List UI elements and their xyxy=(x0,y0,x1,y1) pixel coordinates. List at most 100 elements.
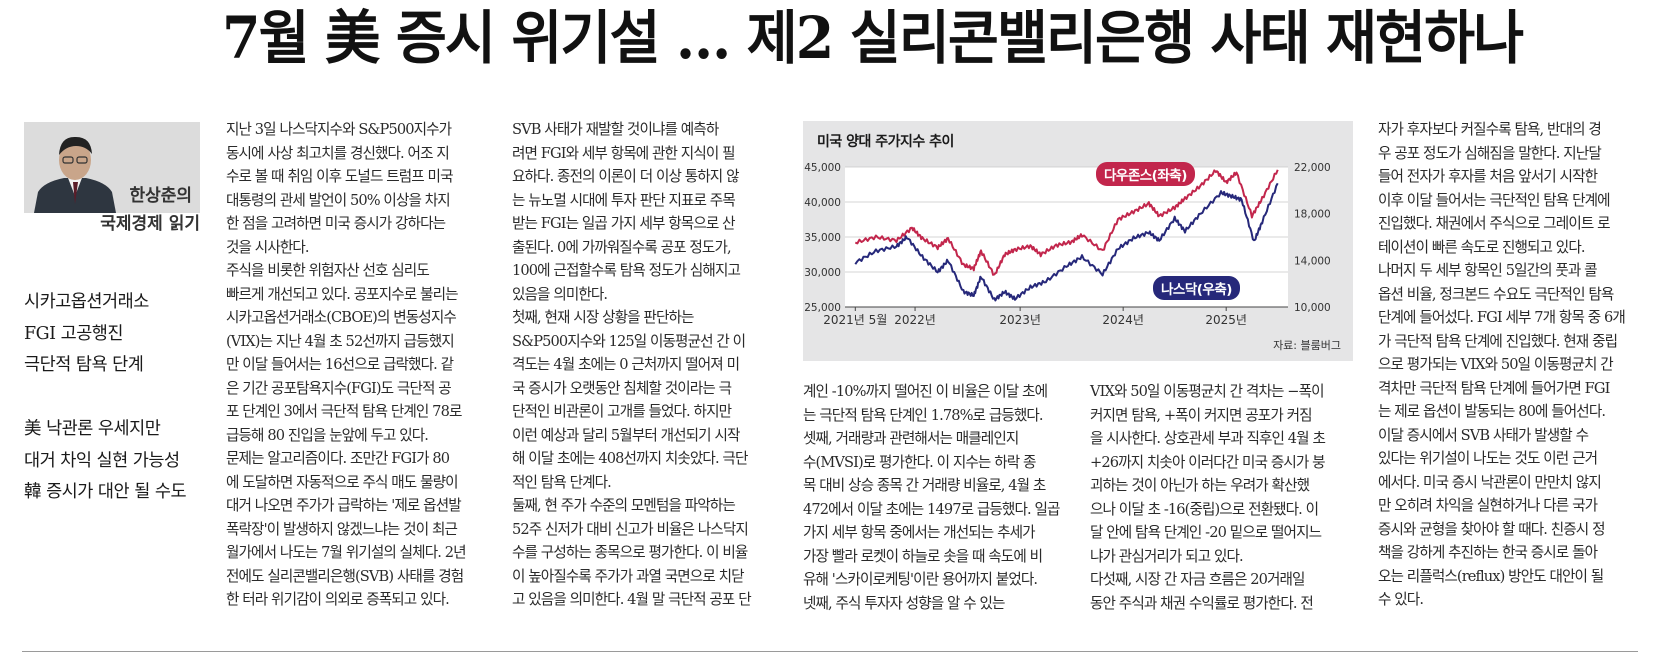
body-line: 냐가 관심거리가 되고 있다. xyxy=(1090,547,1244,565)
body-line: 가장 빨라 로켓이 하늘로 솟을 때 속도에 비 xyxy=(803,547,1043,565)
right-tick-label: 10,000 xyxy=(1294,302,1331,314)
body-line: 52주 신저가 대비 신고가 비율은 나스닥지 xyxy=(512,520,749,538)
body-line: 대거 나오면 주가가 급락하는 '제로 옵션발 xyxy=(226,497,462,514)
body-line: 가지 세부 항목 중에서는 개선되는 추세가 xyxy=(803,524,1036,541)
body-line: 수 있다. xyxy=(1378,591,1424,608)
body-line: 달 안에 탐욕 단계인 -20 밑으로 떨어지느 xyxy=(1090,524,1322,541)
headline: 7월 美 증시 위기설 … 제2 실리콘밸리은행 사태 재현하나 xyxy=(222,4,1524,72)
body-line: 에서다. 미국 증시 낙관론이 만만치 않지 xyxy=(1378,473,1602,491)
body-line: 이후 이달 들어서는 극단적인 탐욕 단계에 xyxy=(1378,191,1611,209)
body-line: VIX와 50일 이동평균치 간 격차는 −폭이 xyxy=(1090,383,1325,400)
body-line: +26까지 치솟아 이러다간 미국 증시가 붕 xyxy=(1090,453,1326,471)
chart-title: 미국 양대 주가지수 추이 xyxy=(817,134,954,150)
body-line: 증시와 균형을 찾아야 할 때다. 친증시 정 xyxy=(1378,520,1606,538)
left-tick-label: 30,000 xyxy=(804,267,841,279)
body-line: 려면 FGI와 세부 항목에 관한 지식이 필 xyxy=(512,144,736,162)
body-line: 커지면 탐욕, +폭이 커지면 공포가 커짐 xyxy=(1090,406,1313,424)
x-tick-label: 2024년 xyxy=(1102,313,1144,327)
body-line: 둘째, 현 주가 수준의 모멘텀을 파악하는 xyxy=(512,497,736,514)
subhead-line: FGI 고공행진 xyxy=(24,323,124,344)
left-tick-label: 40,000 xyxy=(804,197,841,209)
body-line: 있다는 위기설이 나도는 것도 이런 근거 xyxy=(1378,450,1598,467)
stock-index-chart: 미국 양대 주가지수 추이 45,000 40,000 35,000 30,000 25… xyxy=(803,121,1353,361)
body-line: 월가에서 나도는 7월 위기설의 실체다. 2년 xyxy=(226,544,467,561)
body-line: 적인 탐욕 단계다. xyxy=(512,473,612,491)
body-line: 가 극단적 탐욕 단계에 진입했다. 현재 중립 xyxy=(1378,332,1618,350)
body-line: 단적인 비관론이 고개를 들었다. 하지만 xyxy=(512,403,732,420)
body-line: 472에서 이달 초에는 1497로 급등했다. 일곱 xyxy=(803,500,1060,518)
body-line: 괴하는 것이 아닌가 하는 우려가 확산했 xyxy=(1090,477,1310,494)
body-line: 받는 FGI는 일곱 가지 세부 항목으로 산 xyxy=(512,215,736,232)
right-tick-label: 18,000 xyxy=(1294,209,1331,221)
body-line: 급등해 80 진입을 눈앞에 두고 있다. xyxy=(226,426,429,444)
body-line: 을 시사한다. 상호관세 부과 직후인 4월 초 xyxy=(1090,430,1326,447)
x-tick-label: 2025년 xyxy=(1205,313,1247,327)
dow-jones-line xyxy=(854,169,1279,276)
left-tick-label: 45,000 xyxy=(804,162,841,174)
body-line: 한 점을 고려하면 미국 증시가 강하다는 xyxy=(226,215,446,232)
body-line: 수로 볼 때 취임 이후 도널드 트럼프 미국 xyxy=(226,168,454,185)
body-line: 전에도 실리콘밸리은행(SVB) 사태를 경험 xyxy=(226,567,464,585)
legend-dow-label: 다우존스(좌축) xyxy=(1096,162,1195,186)
body-line: 우 공포 정도가 심해짐을 말한다. 지난달 xyxy=(1378,144,1602,162)
body-line: 격차만 극단적 탐욕 단계에 들어가면 FGI xyxy=(1378,379,1610,397)
body-line: 만 오히려 차익을 실현하거나 다른 국가 xyxy=(1378,497,1598,514)
body-line: 출된다. 0에 가까워질수록 공포 정도가, xyxy=(512,238,732,256)
body-line: 포 단계인 3에서 극단적 탐욕 단계인 78로 xyxy=(226,403,462,420)
body-line: 대통령의 관세 발언이 50% 이상을 차지 xyxy=(226,191,451,209)
body-column-3: 계인 -10%까지 떨어진 이 비율은 이달 초에 는 극단적 탐욕 단계인 1.… xyxy=(803,380,1073,615)
body-line: 동안 주식과 채권 수익률로 평가한다. 전 xyxy=(1090,594,1314,612)
subhead-line: 韓 증시가 대안 될 수도 xyxy=(24,482,187,502)
body-line: 고 있음을 의미한다. 4월 말 극단적 공포 단 xyxy=(512,591,752,608)
body-column-1: 지난 3일 나스닥지수와 S&P500지수가 동시에 사상 최고치를 경신했다. … xyxy=(226,118,496,612)
chart-source: 자료: 블룸버그 xyxy=(1273,339,1341,352)
body-line: 오는 리플럭스(reflux) 방안도 대안이 될 xyxy=(1378,567,1604,585)
body-line: 이런 예상과 달리 5월부터 개선되기 시작 xyxy=(512,426,740,444)
body-line: 폭락장'이 발생하지 않겠느냐는 것이 최근 xyxy=(226,520,458,538)
body-line: 한 터라 위기감이 의외로 증폭되고 있다. xyxy=(226,591,450,608)
right-tick-label: 14,000 xyxy=(1294,255,1331,267)
subhead-line: 美 낙관론 우세지만 xyxy=(24,419,161,439)
columnist-photo-illustration xyxy=(24,122,200,213)
left-tick-label: 25,000 xyxy=(804,302,841,314)
body-line: 국 증시가 오랫동안 침체할 것이라는 극 xyxy=(512,379,732,397)
body-line: 만 이달 들어서는 16선으로 급락했다. 같 xyxy=(226,356,454,373)
body-line: 동시에 사상 최고치를 경신했다. 어조 지 xyxy=(226,144,450,162)
nasdaq-line xyxy=(854,182,1279,302)
x-tick-label: 2022년 xyxy=(894,313,936,327)
subhead-block-1: 시카고옵션거래소 FGI 고공행진 극단적 탐욕 단계 xyxy=(24,287,214,382)
body-line: 테이션이 빠른 속도로 진행되고 있다. xyxy=(1378,238,1585,256)
body-line: 는 뉴노멀 시대에 투자 판단 지표로 주목 xyxy=(512,191,736,209)
x-tick-label: 2023년 xyxy=(999,313,1041,327)
body-line: 빠르게 개선되고 있다. 공포지수로 불리는 xyxy=(226,285,459,303)
body-line: 나머지 두 세부 항목인 5일간의 풋과 콜 xyxy=(1378,262,1598,279)
body-line: 넷째, 주식 투자자 성향을 알 수 있는 xyxy=(803,594,1005,612)
body-line: (VIX)는 지난 4월 초 52선까지 급등했지 xyxy=(226,332,455,350)
columnist-portrait: 한상춘의 xyxy=(24,122,200,213)
chart-plot: 45,000 40,000 35,000 30,000 25,000 22,000 18,0… xyxy=(804,162,1331,327)
subhead-line: 극단적 탐욕 단계 xyxy=(24,355,144,375)
body-line: 수(MVSI)로 평가한다. 이 지수는 하락 종 xyxy=(803,453,1036,471)
body-line: 100에 근접할수록 탐욕 정도가 심해지고 xyxy=(512,262,741,279)
body-line: 시카고옵션거래소(CBOE)의 변동성지수 xyxy=(226,309,457,326)
body-line: 문제는 알고리즘이다. 조만간 FGI가 80 xyxy=(226,450,450,467)
body-line: 셋째, 거래량과 관련해서는 매클레인지 xyxy=(803,430,1019,447)
body-line: 이달 증시에서 SVB 사태가 발생할 수 xyxy=(1378,426,1589,444)
body-line: 는 제로 옵션이 발동되는 80에 들어선다. xyxy=(1378,403,1606,420)
body-line: 유해 '스카이로케팅'이란 용어까지 붙었다. xyxy=(803,571,1038,588)
body-line: 으로 평가되는 VIX와 50일 이동평균치 간 xyxy=(1378,356,1614,373)
bottom-rule xyxy=(22,651,1638,652)
body-line: 은 기간 공포탐욕지수(FGI)도 극단적 공 xyxy=(226,379,452,397)
subhead-line: 시카고옵션거래소 xyxy=(24,292,149,312)
body-line: 들어 전자가 후자를 처음 앞서기 시작한 xyxy=(1378,168,1598,185)
body-line: 는 극단적 탐욕 단계인 1.78%로 급등했다. xyxy=(803,406,1044,424)
legend-nasdaq-label: 나스닥(우축) xyxy=(1153,276,1240,300)
body-line: 것을 시사한다. xyxy=(226,238,310,256)
body-line: 목 대비 상승 종목 간 거래량 비율로, 4월 초 xyxy=(803,477,1046,494)
body-line: SVB 사태가 재발할 것이냐를 예측하 xyxy=(512,121,719,138)
left-tick-label: 35,000 xyxy=(804,232,841,244)
body-line: 해 이달 초에는 408선까지 치솟았다. 극단 xyxy=(512,450,748,467)
